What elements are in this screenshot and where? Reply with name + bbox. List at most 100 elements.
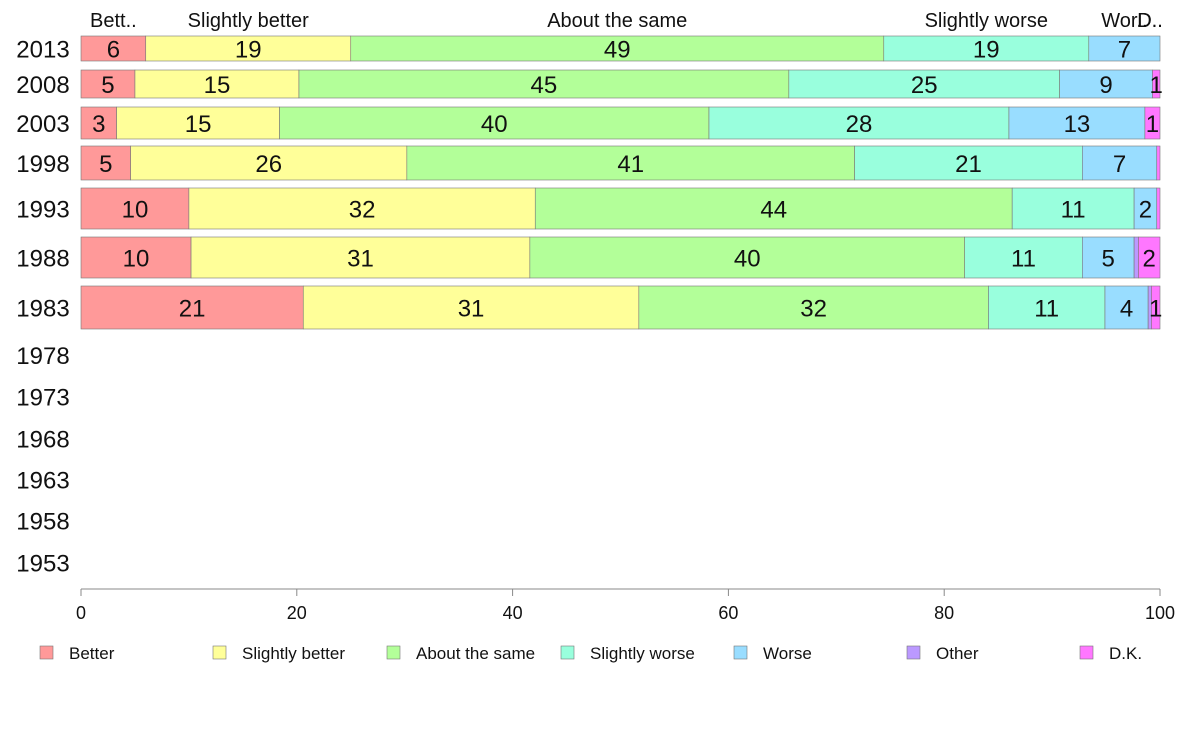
bar-1988-d-k (1138, 236, 1161, 279)
legend-swatch-slightly-worse (560, 645, 575, 660)
bar-1983-slightly-better (302, 285, 640, 330)
bar-label-1988-worse: 5 (1102, 246, 1115, 273)
bar-1998-better (80, 145, 131, 181)
legend-label-slightly-worse: Slightly worse (590, 644, 695, 663)
bar-2003-slightly-worse (708, 106, 1010, 140)
legend-label-slightly-better: Slightly better (242, 644, 345, 663)
bar-2003-about-the-same (279, 106, 710, 140)
bar-2008-d-k (1152, 69, 1161, 99)
bar-label-1988-slightly-worse: 11 (1011, 246, 1036, 273)
bar-label-1998-slightly-better: 26 (255, 151, 282, 178)
bar-label-2003-about-the-same: 40 (481, 111, 508, 138)
x-tick-label-60: 60 (718, 603, 738, 623)
year-label-1988: 1988 (16, 246, 69, 273)
bar-label-2003-better: 3 (92, 111, 105, 138)
bar-label-1988-d-k: 2 (1143, 246, 1156, 273)
legend-label-worse: Worse (763, 644, 812, 663)
bar-1988-slightly-better (190, 236, 531, 279)
bar-2003-d-k (1144, 106, 1161, 140)
bar-label-2013-better: 6 (107, 37, 120, 64)
bar-1998-slightly-worse (854, 145, 1083, 181)
bar-label-1988-about-the-same: 40 (734, 246, 761, 273)
bar-2013-about-the-same (350, 35, 885, 62)
bar-2013-slightly-worse (883, 35, 1090, 62)
bar-1993-better (80, 187, 190, 230)
top-label-d-k: D.. (1137, 10, 1163, 32)
legend-swatch-better (39, 645, 54, 660)
top-label-slightly-better: Slightly better (188, 10, 310, 32)
bar-label-2013-about-the-same: 49 (604, 37, 631, 64)
bar-label-1993-worse: 2 (1139, 197, 1152, 224)
year-label-1973: 1973 (16, 385, 69, 412)
bar-label-1993-about-the-same: 44 (760, 197, 787, 224)
bar-1983-about-the-same (638, 285, 989, 330)
top-label-other: D.. (1137, 10, 1163, 32)
year-label-1953: 1953 (16, 551, 69, 578)
bar-label-2003-slightly-better: 15 (185, 111, 212, 138)
bar-label-1983-slightly-better: 31 (458, 296, 485, 323)
bar-label-1993-slightly-worse: 11 (1061, 197, 1086, 224)
bar-2003-better (80, 106, 117, 140)
x-tick-label-100: 100 (1145, 603, 1175, 623)
year-label-1998: 1998 (16, 151, 69, 178)
bar-1983-worse (1104, 285, 1149, 330)
bar-label-1998-slightly-worse: 21 (955, 151, 982, 178)
bar-1993-d-k (1156, 187, 1161, 230)
legend: Better Slightly better About the same Sligh… (39, 644, 1142, 663)
bar-label-2008-worse: 9 (1099, 72, 1112, 99)
bar-1983-slightly-worse (988, 285, 1106, 330)
bar-2013-worse (1088, 35, 1161, 62)
bar-1988-about-the-same (529, 236, 966, 279)
x-tick-label-0: 0 (76, 603, 86, 623)
bar-1988-worse (1082, 236, 1135, 279)
top-label-better: Bett.. (90, 10, 137, 32)
year-label-2003: 2003 (16, 111, 69, 138)
bar-label-1998-worse: 7 (1113, 151, 1126, 178)
bar-label-1983-worse: 4 (1120, 296, 1133, 323)
year-label-1993: 1993 (16, 197, 69, 224)
bar-1993-slightly-better (188, 187, 536, 230)
bar-1998-d-k (1156, 145, 1161, 181)
year-labels: 2013 2008 2003 1998 1993 1988 1983 1978 1973 1968… (16, 37, 69, 578)
year-label-1983: 1983 (16, 296, 69, 323)
legend-label-d-k: D.K. (1109, 644, 1142, 663)
bar-1988-other (1133, 236, 1139, 279)
year-label-1968: 1968 (16, 427, 69, 454)
bar-label-2013-slightly-worse: 19 (973, 37, 1000, 64)
bar-label-1993-slightly-better: 32 (349, 197, 376, 224)
legend-swatch-slightly-better (212, 645, 227, 660)
year-label-1978: 1978 (16, 343, 69, 370)
x-axis: 0 20 40 60 80 100 (76, 588, 1175, 623)
bar-2008-slightly-worse (788, 69, 1060, 99)
bar-label-1988-slightly-better: 31 (347, 246, 374, 273)
legend-label-other: Other (936, 644, 979, 663)
year-label-1958: 1958 (16, 509, 69, 536)
bar-label-1983-better: 21 (179, 296, 206, 323)
bars: 6 19 49 19 75 15 45 25 9 13 15 40 28 13 15 26 41 21 710 32 4… (80, 35, 1163, 330)
bar-label-1983-d-k: 1 (1149, 296, 1162, 323)
bar-2013-better (80, 35, 147, 62)
bar-1993-about-the-same (534, 187, 1013, 230)
top-labels: Bett.. Slightly better About the same Sligh… (90, 10, 1163, 32)
top-label-slightly-worse: Slightly worse (925, 10, 1048, 32)
x-tick-label-40: 40 (503, 603, 523, 623)
bar-label-2008-slightly-worse: 25 (911, 72, 938, 99)
bar-label-1998-about-the-same: 41 (617, 151, 644, 178)
bar-label-2003-slightly-worse: 28 (846, 111, 873, 138)
bar-2003-worse (1008, 106, 1146, 140)
bar-label-1983-about-the-same: 32 (800, 296, 827, 323)
bar-2008-better (80, 69, 136, 99)
bar-1998-slightly-better (130, 145, 408, 181)
bar-label-2008-slightly-better: 15 (204, 72, 231, 99)
bar-label-1988-better: 10 (123, 246, 150, 273)
bar-label-1983-slightly-worse: 11 (1034, 296, 1059, 323)
legend-swatch-worse (733, 645, 748, 660)
bar-1988-better (80, 236, 192, 279)
top-label-worse: Wor.. (1101, 10, 1147, 32)
bar-label-2013-slightly-better: 19 (235, 37, 262, 64)
legend-label-about-the-same: About the same (416, 644, 535, 663)
bar-1998-worse (1082, 145, 1158, 181)
bar-label-2008-d-k: 1 (1150, 72, 1163, 99)
bar-2008-about-the-same (298, 69, 790, 99)
x-tick-label-80: 80 (934, 603, 954, 623)
